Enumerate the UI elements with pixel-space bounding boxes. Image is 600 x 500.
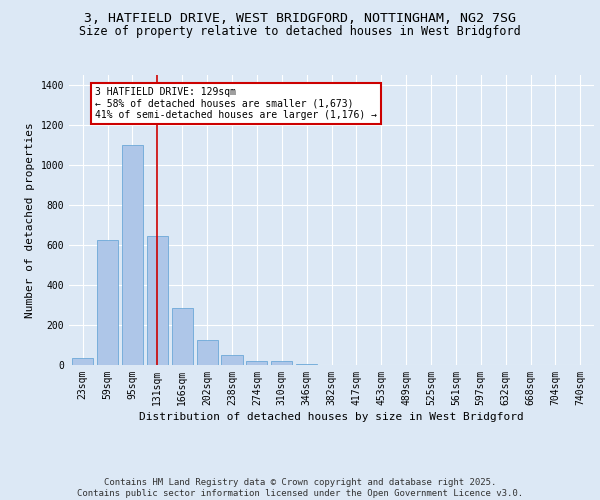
Bar xyxy=(147,236,168,365)
Bar xyxy=(122,145,143,365)
Y-axis label: Number of detached properties: Number of detached properties xyxy=(25,122,35,318)
Bar xyxy=(271,362,292,365)
Bar xyxy=(172,308,193,365)
Text: 3 HATFIELD DRIVE: 129sqm
← 58% of detached houses are smaller (1,673)
41% of sem: 3 HATFIELD DRIVE: 129sqm ← 58% of detach… xyxy=(95,87,377,120)
Bar xyxy=(246,360,268,365)
Bar xyxy=(296,364,317,365)
Bar xyxy=(72,358,93,365)
Text: 3, HATFIELD DRIVE, WEST BRIDGFORD, NOTTINGHAM, NG2 7SG: 3, HATFIELD DRIVE, WEST BRIDGFORD, NOTTI… xyxy=(84,12,516,26)
X-axis label: Distribution of detached houses by size in West Bridgford: Distribution of detached houses by size … xyxy=(139,412,524,422)
Bar xyxy=(221,355,242,365)
Bar xyxy=(97,240,118,365)
Text: Contains HM Land Registry data © Crown copyright and database right 2025.
Contai: Contains HM Land Registry data © Crown c… xyxy=(77,478,523,498)
Bar xyxy=(197,340,218,365)
Text: Size of property relative to detached houses in West Bridgford: Size of property relative to detached ho… xyxy=(79,25,521,38)
